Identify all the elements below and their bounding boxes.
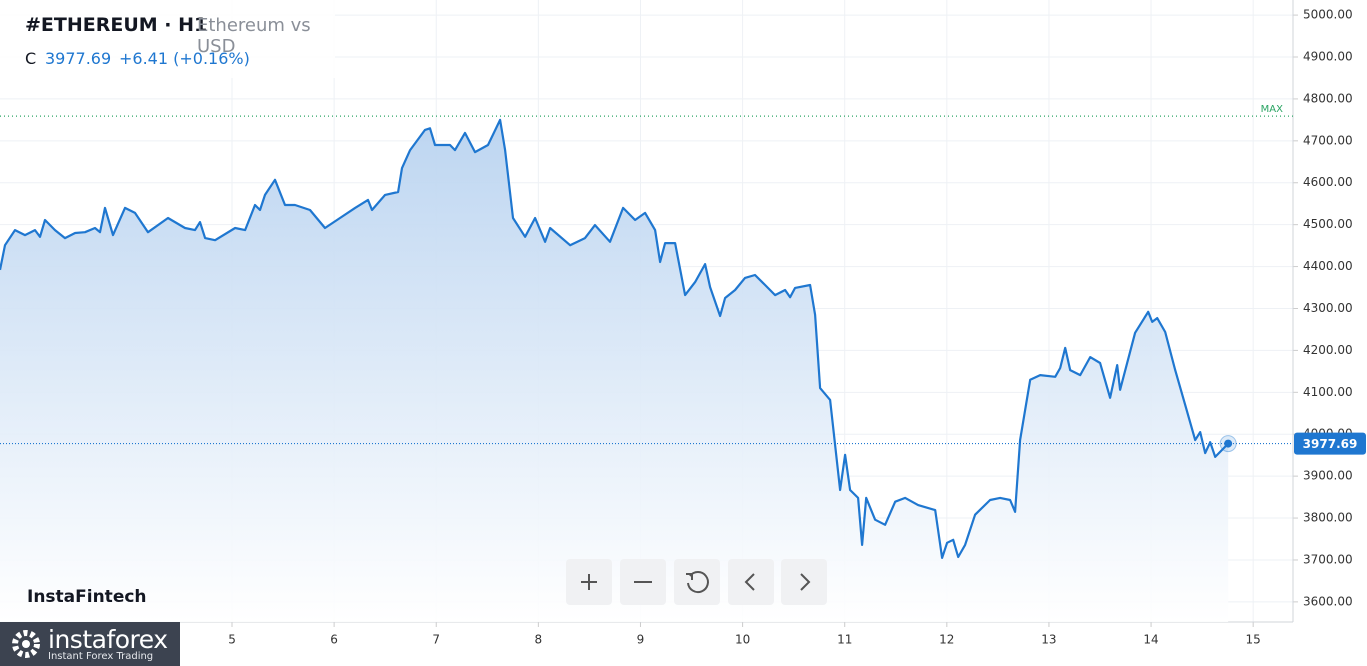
y-tick-label: 3700.00 xyxy=(1303,552,1353,566)
reset-button[interactable] xyxy=(674,559,720,605)
x-tick-label: 14 xyxy=(1143,633,1158,647)
y-tick-label: 4400.00 xyxy=(1303,259,1353,273)
y-tick-label: 4800.00 xyxy=(1303,91,1353,105)
price-line xyxy=(0,118,1229,559)
max-label: MAX xyxy=(1261,104,1283,115)
y-tick-label: 3600.00 xyxy=(1303,594,1353,608)
x-tick-label: 15 xyxy=(1246,633,1261,647)
y-tick-label: 3800.00 xyxy=(1303,511,1353,525)
last-price-label: 3977.69 xyxy=(1303,437,1358,451)
logo-tagline: Instant Forex Trading xyxy=(48,651,154,662)
subtitle: Ethereum vs USD xyxy=(197,15,311,57)
x-tick-label: 13 xyxy=(1041,633,1056,647)
y-tick-label: 4700.00 xyxy=(1303,133,1353,147)
x-tick-label: 8 xyxy=(535,633,543,647)
y-tick-label: 4300.00 xyxy=(1303,301,1353,315)
last-point xyxy=(1224,439,1233,448)
area xyxy=(0,119,1229,623)
x-tick-label: 7 xyxy=(432,633,440,647)
y-tick-label: 4600.00 xyxy=(1303,175,1353,189)
logo[interactable]: instaforex Instant Forex Trading xyxy=(0,622,180,666)
x-tick-label: 5 xyxy=(228,633,236,647)
close-prefix: C xyxy=(25,49,37,68)
zoom-out-button[interactable] xyxy=(620,559,666,605)
logo-name: instaforex xyxy=(48,625,168,654)
x-tick-label: 10 xyxy=(735,633,750,647)
y-tick-label: 4500.00 xyxy=(1303,217,1353,231)
y-tick-label: 4200.00 xyxy=(1303,343,1353,357)
x-tick-label: 11 xyxy=(837,633,852,647)
x-tick-label: 12 xyxy=(939,633,954,647)
x-tick-label: 9 xyxy=(637,633,645,647)
header: #ETHEREUM · H1 Ethereum vs USD C 3977.69… xyxy=(0,0,335,78)
close-value: 3977.69 xyxy=(45,49,112,68)
watermark: InstaFintech xyxy=(27,587,147,607)
y-tick-label: 3900.00 xyxy=(1303,469,1353,483)
y-tick-label: 4900.00 xyxy=(1303,50,1353,64)
scroll-left-button[interactable] xyxy=(728,559,774,605)
title: #ETHEREUM · H1 xyxy=(25,14,208,36)
last-price-badge xyxy=(1294,432,1366,455)
change: +6.41 (+0.16%) xyxy=(119,49,250,68)
y-tick-label: 5000.00 xyxy=(1303,8,1353,22)
zoom-in-button[interactable] xyxy=(566,559,612,605)
x-tick-label: 6 xyxy=(330,633,338,647)
scroll-right-button[interactable] xyxy=(781,559,827,605)
y-tick-label: 4100.00 xyxy=(1303,385,1353,399)
